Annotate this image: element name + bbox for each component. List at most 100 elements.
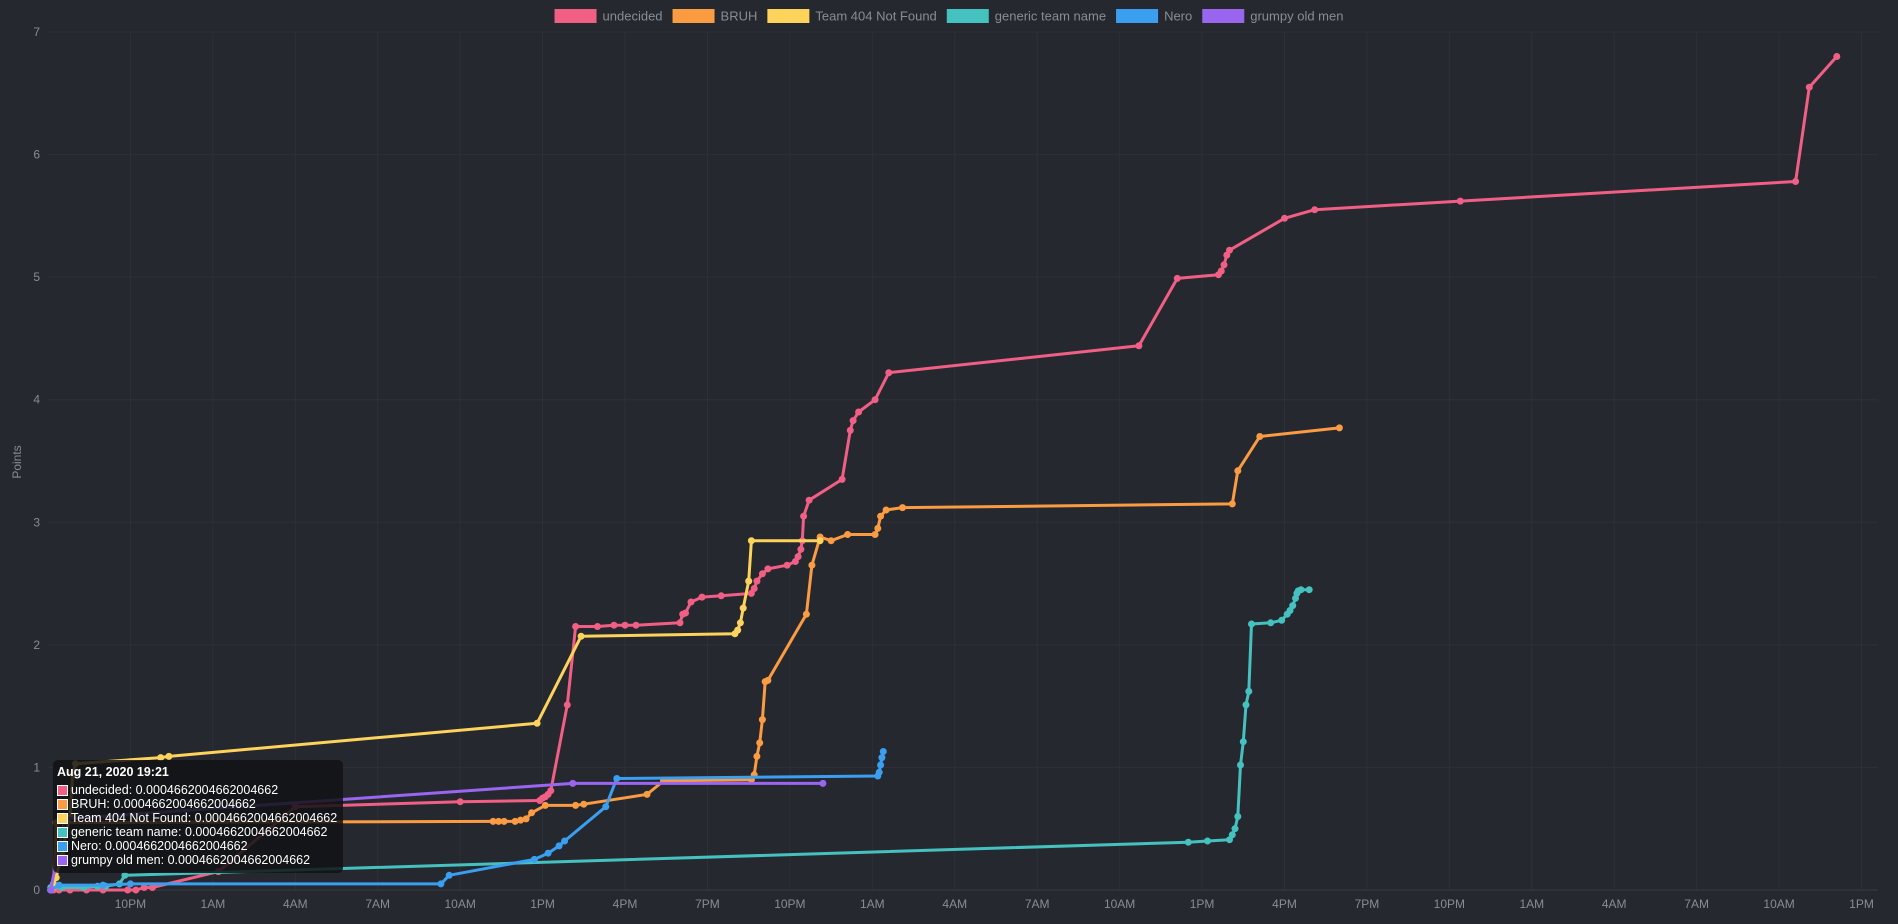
data-point[interactable] [764,565,772,573]
data-point[interactable] [563,701,571,709]
data-point[interactable] [758,716,766,724]
data-point[interactable] [602,803,610,811]
data-point[interactable] [1231,825,1239,833]
data-point[interactable] [1833,53,1841,60]
data-point[interactable] [1305,586,1313,594]
data-point[interactable] [437,880,445,888]
data-point[interactable] [849,417,857,425]
data-point[interactable] [577,632,585,640]
legend-item-team-404-not-found[interactable]: Team 404 Not Found [767,9,937,24]
data-point[interactable] [682,609,689,617]
data-point[interactable] [1267,619,1275,627]
data-point[interactable] [594,623,601,630]
data-point[interactable] [1456,197,1464,205]
data-point[interactable] [753,577,761,585]
data-point[interactable] [1226,246,1233,254]
data-point[interactable] [855,408,863,416]
data-point[interactable] [55,881,63,889]
data-point[interactable] [165,752,173,760]
data-point[interactable] [819,779,827,787]
data-point[interactable] [827,537,835,545]
data-point[interactable] [676,619,684,627]
data-point[interactable] [1234,467,1242,475]
data-point[interactable] [572,623,580,630]
data-point[interactable] [800,512,808,520]
data-point[interactable] [698,593,706,601]
legend-item-grumpy-old-men[interactable]: grumpy old men [1202,9,1343,24]
legend-item-nero[interactable]: Nero [1116,9,1192,24]
data-point[interactable] [1248,620,1255,628]
data-point[interactable] [783,561,791,569]
legend-item-bruh[interactable]: BRUH [672,9,758,24]
data-point[interactable] [1256,433,1264,440]
data-point[interactable] [1234,813,1242,820]
data-point[interactable] [745,577,753,585]
legend-item-undecided[interactable]: undecided [554,9,663,24]
data-point[interactable] [572,801,580,809]
data-point[interactable] [844,531,852,538]
data-point[interactable] [1281,214,1288,222]
data-point[interactable] [687,598,695,606]
data-point[interactable] [1805,83,1813,91]
data-point[interactable] [838,475,846,483]
data-point[interactable] [1220,261,1228,269]
data-point[interactable] [879,748,887,755]
data-point[interactable] [561,837,569,845]
data-point[interactable] [816,537,824,545]
data-point[interactable] [517,816,525,824]
data-point[interactable] [1237,761,1244,769]
legend-item-generic-team-name[interactable]: generic team name [946,9,1106,24]
data-point[interactable] [555,842,563,850]
data-point[interactable] [1228,500,1236,508]
data-point[interactable] [874,524,882,532]
data-point[interactable] [1245,687,1253,695]
data-point[interactable] [1184,838,1192,846]
data-point[interactable] [495,817,503,825]
data-point[interactable] [1335,424,1343,432]
data-point[interactable] [632,621,640,629]
data-point[interactable] [750,585,758,592]
data-point[interactable] [580,800,588,808]
data-point[interactable] [489,817,497,825]
data-point[interactable] [1297,586,1305,594]
data-point[interactable] [1289,602,1297,610]
data-point[interactable] [445,871,453,879]
data-point[interactable] [871,531,879,538]
data-point[interactable] [802,610,810,618]
data-point[interactable] [885,369,893,377]
data-point[interactable] [747,537,755,545]
data-point[interactable] [522,815,530,823]
data-point[interactable] [758,570,766,578]
data-point[interactable] [794,553,802,561]
data-point[interactable] [621,621,629,629]
data-point[interactable] [643,790,651,798]
data-point[interactable] [808,561,816,569]
data-point[interactable] [126,880,134,888]
data-point[interactable] [1278,616,1286,624]
data-point[interactable] [846,426,854,434]
data-point[interactable] [739,604,747,612]
data-point[interactable] [528,809,536,817]
data-point[interactable] [1239,738,1247,746]
data-point[interactable] [734,626,742,634]
data-point[interactable] [899,504,906,512]
data-point[interactable] [99,881,107,889]
data-point[interactable] [1311,206,1319,214]
data-point[interactable] [878,754,886,762]
data-point[interactable] [500,817,508,825]
data-point[interactable] [1242,701,1250,709]
data-point[interactable] [736,619,744,627]
data-point[interactable] [882,506,890,514]
data-point[interactable] [456,798,464,806]
data-point[interactable] [717,592,725,600]
data-point[interactable] [610,621,618,629]
data-point[interactable] [140,884,148,891]
data-point[interactable] [541,801,549,809]
data-point[interactable] [132,886,140,894]
data-point[interactable] [875,768,883,776]
data-point[interactable] [764,676,772,684]
data-point[interactable] [121,871,129,879]
data-point[interactable] [1135,342,1143,350]
data-point[interactable] [1792,178,1800,185]
data-point[interactable] [805,496,813,504]
